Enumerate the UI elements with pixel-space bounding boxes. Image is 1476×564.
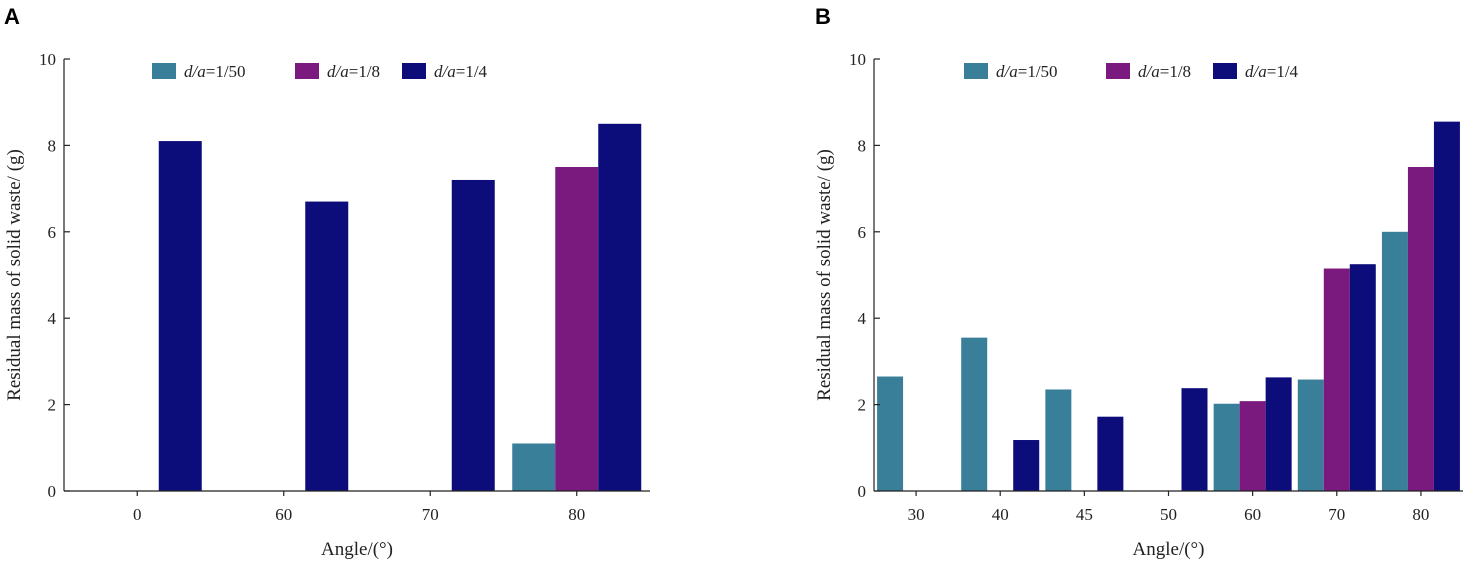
bar-d-a-1-50-80 [512, 443, 556, 491]
bar-d-a-1-4-80 [1433, 121, 1460, 491]
bar-d-a-1-4-50 [1181, 388, 1208, 491]
y-tick-label: 8 [48, 136, 57, 155]
legend-swatch [295, 63, 319, 79]
x-tick-label: 40 [992, 505, 1009, 524]
legend-label: d/a=1/8 [327, 62, 380, 81]
panel-a-bars [158, 123, 642, 492]
y-tick-label: 0 [858, 482, 867, 501]
x-tick-label: 0 [133, 505, 142, 524]
y-tick-label: 8 [858, 136, 867, 155]
x-tick-label: 30 [908, 505, 925, 524]
bar-d-a-1-50-80 [1381, 231, 1408, 492]
bar-d-a-1-4-45 [1097, 416, 1124, 491]
bar-d-a-1-50-60 [1213, 403, 1240, 491]
legend-swatch [964, 63, 988, 79]
legend-label: d/a=1/50 [996, 62, 1058, 81]
panel-a-letter: A [4, 4, 20, 29]
x-tick-label: 50 [1160, 505, 1177, 524]
bar-d-a-1-50-30 [877, 376, 904, 491]
bar-d-a-1-4-70 [1349, 264, 1376, 491]
panel-b-x-axis-title: Angle/(°) [1133, 539, 1205, 560]
bar-d-a-1-4-0 [158, 141, 202, 491]
legend-swatch [1106, 63, 1130, 79]
bar-d-a-1-8-60 [1239, 401, 1266, 491]
panel-b-legend: d/a=1/50 d/a=1/8 d/a=1/4 [964, 62, 1299, 81]
y-tick-label: 4 [858, 309, 867, 328]
x-tick-label: 70 [422, 505, 439, 524]
panel-b-bars [877, 121, 1460, 492]
y-tick-label: 0 [48, 482, 57, 501]
panel-a-y-axis-title: Residual mass of solid waste/ (g) [4, 149, 25, 401]
y-tick-label: 2 [858, 396, 867, 415]
legend-label: d/a=1/50 [184, 62, 246, 81]
bar-d-a-1-50-45 [1045, 389, 1072, 491]
panel-b-chart: B d/a=1/50 d/a=1/8 d/a=1/4 0 2 4 6 8 10 30 40 45 50… [814, 4, 1463, 560]
x-tick-label: 80 [568, 505, 585, 524]
bar-d-a-1-8-70 [1323, 268, 1350, 491]
bar-d-a-1-4-60 [305, 201, 349, 491]
y-tick-label: 6 [48, 223, 57, 242]
x-tick-label: 45 [1076, 505, 1093, 524]
legend-swatch [402, 63, 426, 79]
bar-d-a-1-4-80 [598, 123, 642, 492]
bar-d-a-1-50-40 [961, 337, 988, 491]
legend-swatch [1213, 63, 1237, 79]
y-tick-label: 6 [858, 223, 867, 242]
legend-swatch [152, 63, 176, 79]
bar-d-a-1-4-60 [1265, 377, 1292, 491]
x-tick-label: 80 [1412, 505, 1429, 524]
panel-b-y-axis-title: Residual mass of solid waste/ (g) [814, 149, 835, 401]
legend-label: d/a=1/4 [1245, 62, 1299, 81]
panel-b-axes: 0 2 4 6 8 10 30 40 45 50 60 70 80 [849, 50, 1463, 524]
x-tick-label: 70 [1328, 505, 1345, 524]
x-tick-label: 60 [1244, 505, 1261, 524]
bar-d-a-1-50-70 [1297, 379, 1324, 491]
panel-a-axes: 0 2 4 6 8 10 0 60 70 80 [39, 50, 650, 524]
bar-d-a-1-8-80 [1407, 167, 1434, 491]
legend-label: d/a=1/8 [1138, 62, 1191, 81]
y-tick-label: 10 [39, 50, 56, 69]
panel-b-letter: B [815, 4, 831, 29]
bar-d-a-1-8-80 [555, 167, 599, 491]
bar-d-a-1-4-40 [1013, 440, 1040, 491]
y-tick-label: 10 [849, 50, 866, 69]
y-tick-label: 2 [48, 396, 57, 415]
panel-a-x-axis-title: Angle/(°) [321, 539, 393, 560]
bar-d-a-1-4-70 [451, 179, 495, 491]
panel-a-legend: d/a=1/50 d/a=1/8 d/a=1/4 [152, 62, 488, 81]
y-tick-label: 4 [48, 309, 57, 328]
legend-label: d/a=1/4 [434, 62, 488, 81]
x-tick-label: 60 [275, 505, 292, 524]
